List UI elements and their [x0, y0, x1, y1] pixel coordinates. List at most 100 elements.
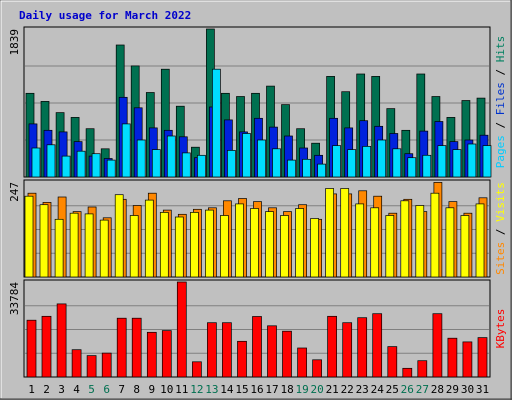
- day-label-9: 9: [148, 383, 155, 396]
- bar-kbytes-day-28: [432, 313, 443, 378]
- day-labels: 1 2 3 4 5 6 7 8 9 10 11 12 13 14 15 16 17 18 19 20 21 22 23 24 2…: [28, 383, 489, 396]
- bar-visits-day-14: [220, 215, 229, 278]
- panel-top-ymax-label: 1839: [8, 29, 21, 56]
- bar-pages-day-21: [332, 145, 341, 178]
- panel-mid-axis-label-part-1: Sites: [494, 242, 507, 275]
- bar-kbytes-day-19: [297, 347, 307, 378]
- bar-kbytes-day-17: [267, 325, 277, 378]
- panel-top-axis-label-part-4: /: [494, 62, 507, 82]
- series-pages: [31, 68, 492, 178]
- day-label-15: 15: [235, 383, 248, 396]
- bar-visits-day-8: [129, 215, 139, 278]
- bar-pages-day-5: [91, 153, 101, 178]
- bar-pages-day-17: [272, 148, 281, 178]
- bar-visits-day-25: [385, 215, 395, 278]
- panel-top: 1839 Pages / Files / Hits: [8, 26, 507, 178]
- day-label-8: 8: [133, 383, 140, 396]
- series-visits: [24, 188, 485, 278]
- bar-visits-day-13: [205, 209, 214, 278]
- bar-kbytes-day-30: [462, 341, 473, 378]
- day-label-31: 31: [476, 383, 489, 396]
- bar-pages-day-12: [197, 154, 206, 178]
- day-label-17: 17: [265, 383, 278, 396]
- bar-kbytes-day-14: [222, 322, 232, 378]
- bar-visits-day-24: [370, 207, 380, 278]
- day-label-28: 28: [431, 383, 444, 396]
- panel-bot-axis-label: KBytes: [494, 309, 507, 349]
- day-label-30: 30: [461, 383, 474, 396]
- bar-pages-day-29: [452, 149, 462, 178]
- bar-pages-day-30: [467, 143, 477, 178]
- bar-pages-day-10: [166, 135, 176, 178]
- panel-mid-axis-label-part-3: Visits: [494, 182, 507, 222]
- chart-panels: 1839 Pages / Files / Hits 247 Sites / Visit…: [8, 26, 507, 378]
- bar-pages-day-9: [151, 149, 161, 178]
- bar-pages-day-24: [377, 139, 387, 178]
- bar-kbytes-day-21: [327, 315, 337, 378]
- series-kbytes: [26, 281, 488, 378]
- bar-visits-day-12: [190, 212, 199, 278]
- panel-top-axis-label-part-1: Pages: [494, 135, 507, 168]
- bar-pages-day-13: [212, 68, 221, 178]
- chart-title: Daily usage for March 2022: [19, 9, 191, 22]
- panel-mid-axis-label-part-2: /: [494, 222, 507, 242]
- bar-kbytes-day-11: [176, 281, 187, 378]
- bar-kbytes-day-25: [387, 346, 398, 378]
- bar-kbytes-day-7: [116, 317, 127, 378]
- bar-visits-day-11: [174, 216, 184, 278]
- panel-bot-axis-label-part-1: KBytes: [494, 309, 507, 349]
- bar-pages-day-7: [121, 123, 131, 178]
- bar-visits-day-15: [235, 203, 244, 278]
- day-label-16: 16: [250, 383, 263, 396]
- bar-kbytes-day-20: [312, 359, 322, 378]
- bar-visits-day-17: [265, 211, 274, 278]
- day-label-6: 6: [103, 383, 110, 396]
- bar-visits-day-20: [310, 218, 319, 278]
- bar-visits-day-21: [325, 188, 334, 278]
- bar-visits-day-29: [445, 207, 455, 278]
- bar-visits-day-27: [415, 205, 425, 278]
- day-label-7: 7: [118, 383, 125, 396]
- bar-pages-day-27: [422, 154, 432, 178]
- panel-bot-ymax-label: 33784: [8, 282, 21, 315]
- panel-mid-ymax-label: 247: [8, 182, 21, 202]
- bar-pages-day-16: [257, 139, 266, 178]
- bar-visits-day-3: [54, 218, 64, 278]
- bar-pages-day-31: [482, 145, 492, 178]
- bar-pages-day-4: [76, 150, 86, 178]
- bar-pages-day-26: [407, 157, 417, 178]
- bar-kbytes-day-26: [402, 367, 413, 378]
- bar-kbytes-day-3: [56, 303, 67, 378]
- bar-pages-day-18: [287, 159, 296, 178]
- day-label-29: 29: [446, 383, 459, 396]
- bar-visits-day-30: [460, 215, 470, 278]
- day-label-18: 18: [280, 383, 293, 396]
- panel-mid-axis-label: Sites / Visits: [494, 182, 507, 275]
- day-label-25: 25: [386, 383, 399, 396]
- bar-pages-day-19: [302, 158, 311, 178]
- bar-kbytes-day-12: [192, 361, 202, 378]
- bar-kbytes-day-2: [41, 315, 52, 378]
- bar-visits-day-28: [430, 192, 440, 278]
- bar-kbytes-day-29: [447, 337, 458, 378]
- bar-visits-day-2: [39, 204, 49, 278]
- day-label-4: 4: [73, 383, 80, 396]
- bar-pages-day-3: [61, 155, 71, 178]
- day-label-13: 13: [205, 383, 218, 396]
- day-label-26: 26: [401, 383, 414, 396]
- bar-visits-day-5: [84, 213, 94, 278]
- day-label-11: 11: [175, 383, 188, 396]
- day-label-20: 20: [310, 383, 323, 396]
- bar-visits-day-9: [144, 199, 154, 278]
- panel-bot: 33784 KBytes: [8, 279, 507, 378]
- bar-pages-day-6: [106, 159, 116, 178]
- bar-visits-day-6: [99, 219, 109, 278]
- bar-kbytes-day-1: [26, 319, 37, 378]
- bar-kbytes-day-18: [282, 330, 292, 378]
- panel-top-axis-label-part-3: Files: [494, 82, 507, 115]
- day-label-14: 14: [220, 383, 234, 396]
- bar-kbytes-day-23: [357, 317, 368, 378]
- bar-visits-day-23: [355, 203, 365, 278]
- day-label-3: 3: [58, 383, 65, 396]
- bar-kbytes-day-22: [342, 322, 353, 378]
